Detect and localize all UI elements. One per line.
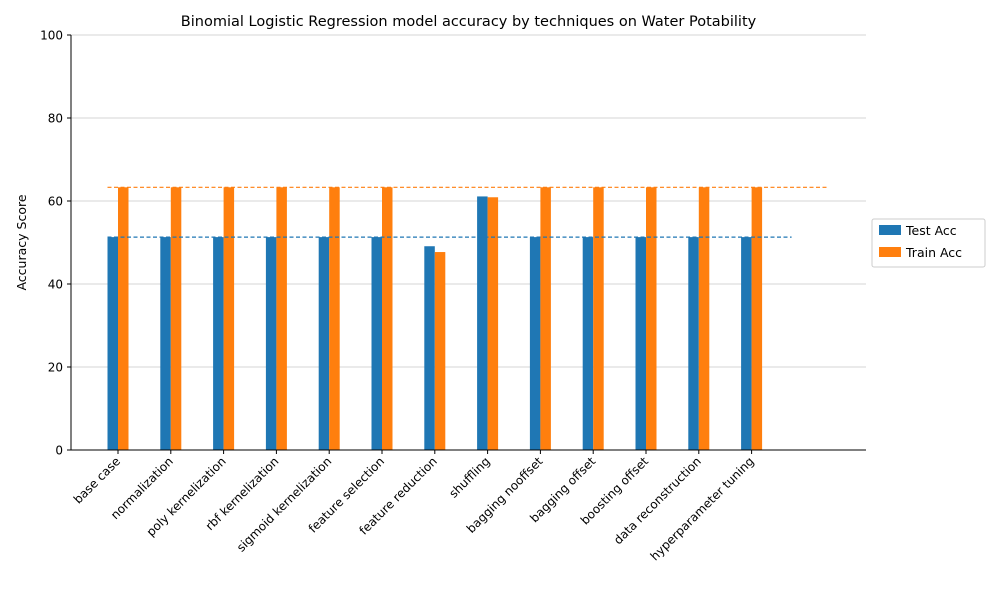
- bar-train-acc: [751, 187, 763, 450]
- bar-test-acc: [582, 237, 594, 450]
- y-tick-label: 100: [40, 29, 63, 43]
- y-axis-label: Accuracy Score: [14, 194, 29, 290]
- bar-train-acc: [593, 187, 604, 450]
- bar-train-acc: [170, 187, 182, 450]
- x-tick-label: sigmoid kernelization: [234, 454, 334, 554]
- bar-test-acc: [529, 237, 541, 450]
- bar-train-acc: [276, 187, 287, 450]
- y-tick-label: 0: [55, 444, 63, 458]
- reference-lines: [107, 186, 829, 238]
- chart-title: Binomial Logistic Regression model accur…: [181, 14, 757, 30]
- bar-test-acc: [213, 237, 224, 450]
- bar-train-acc: [382, 187, 393, 450]
- bar-test-acc: [107, 237, 118, 450]
- bar-test-acc: [424, 246, 435, 450]
- bars: [107, 187, 763, 450]
- bar-train-acc: [434, 252, 446, 450]
- bar-train-acc: [487, 197, 499, 450]
- x-tick-label: shuffling: [446, 454, 492, 500]
- bar-test-acc: [160, 237, 171, 450]
- bar-train-acc: [329, 187, 340, 450]
- legend-label-test-acc: Test Acc: [905, 223, 957, 238]
- bar-test-acc: [318, 237, 330, 450]
- y-tick-label: 80: [48, 112, 63, 126]
- legend: Test Acc Train Acc: [871, 218, 986, 268]
- bar-test-acc: [635, 237, 646, 450]
- legend-swatch-train-acc: [879, 247, 901, 257]
- x-tick-label: hyperparameter tuning: [648, 454, 757, 563]
- bar-test-acc: [265, 237, 277, 450]
- gridlines: [71, 34, 866, 368]
- y-tick-label: 20: [48, 361, 63, 375]
- legend-swatch-test-acc: [879, 225, 901, 235]
- bar-train-acc: [118, 187, 129, 450]
- legend-label-train-acc: Train Acc: [905, 245, 962, 260]
- axes: [70, 35, 866, 451]
- bar-test-acc: [688, 237, 699, 450]
- bar-train-acc: [698, 187, 710, 450]
- bar-test-acc: [741, 237, 752, 450]
- y-tick-label: 40: [48, 278, 63, 292]
- bar-test-acc: [371, 237, 382, 450]
- y-tick-label: 60: [48, 195, 63, 209]
- bar-train-acc: [223, 187, 235, 450]
- bar-train-acc: [646, 187, 657, 450]
- bar-test-acc: [477, 196, 488, 450]
- bar-train-acc: [540, 187, 551, 450]
- x-tick-label: data reconstruction: [611, 454, 704, 547]
- x-tick-label: base case: [71, 454, 123, 506]
- y-ticks: 0 20 40 60 80 100: [40, 29, 71, 458]
